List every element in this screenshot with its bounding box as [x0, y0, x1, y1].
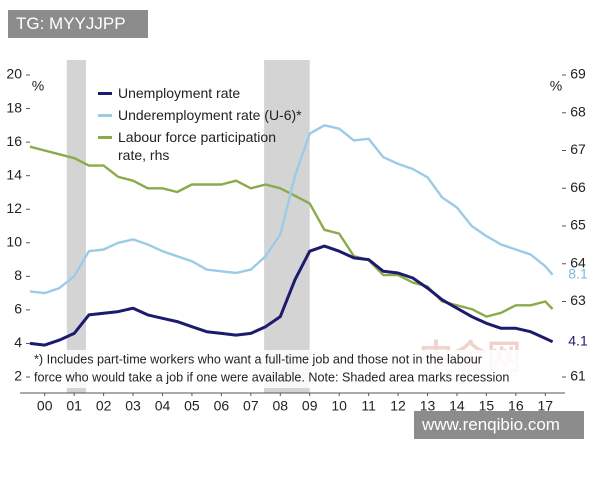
x-tick-label: 09: [302, 398, 318, 414]
x-tick-label: 00: [37, 398, 53, 414]
x-tick-label: 11: [361, 398, 376, 414]
end-label: 8.1: [568, 265, 588, 281]
x-tick-label: 05: [184, 398, 200, 414]
legend-label: Unemployment rate: [118, 85, 241, 101]
x-tick-label: 14: [449, 398, 465, 414]
x-tick-label: 15: [479, 398, 495, 414]
x-tick-label: 03: [125, 398, 141, 414]
legend-swatch: [98, 136, 112, 139]
legend: Unemployment rate Underemployment rate (U…: [98, 84, 358, 168]
y2-tick-label: 66: [570, 179, 586, 195]
x-tick-label: 06: [214, 398, 230, 414]
footnote: *) Includes part-time workers who want a…: [34, 352, 482, 366]
y-tick-label: 2: [14, 368, 22, 384]
y-tick-label: 14: [6, 166, 22, 182]
footnote-bg: [32, 350, 552, 388]
watermark-top: TG: MYYJJPP: [8, 10, 148, 38]
legend-label: Underemployment rate (U-6)*: [118, 107, 302, 123]
x-tick-label: 01: [66, 398, 82, 414]
y2-tick-label: 69: [570, 66, 586, 82]
y2-tick-label: 61: [570, 368, 586, 384]
footnote: force who would take a job if one were a…: [34, 370, 509, 384]
series-line: [29, 244, 554, 347]
x-tick-label: 08: [272, 398, 288, 414]
y-tick-label: 20: [6, 66, 22, 82]
x-tick-label: 07: [243, 398, 259, 414]
y-tick-label: 4: [14, 334, 22, 350]
y-axis-label: %: [32, 78, 44, 94]
end-label: 4.1: [568, 332, 588, 348]
y-tick-label: 18: [6, 99, 22, 115]
x-tick-label: 04: [155, 398, 171, 414]
recession-band: [264, 60, 310, 393]
recession-band: [66, 60, 86, 393]
y-tick-label: 16: [6, 133, 22, 149]
x-tick-label: 16: [508, 398, 524, 414]
y2-tick-label: 63: [570, 292, 586, 308]
watermark-bottom: www.renqibio.com: [414, 411, 584, 439]
x-tick-label: 10: [331, 398, 347, 414]
legend-swatch: [98, 92, 112, 95]
x-tick-label: 17: [537, 398, 553, 414]
legend-item: Underemployment rate (U-6)*: [98, 106, 358, 124]
y-tick-label: 6: [14, 301, 22, 317]
x-tick-label: 12: [390, 398, 406, 414]
x-tick-label: 13: [420, 398, 436, 414]
legend-label: Labour force participation rate, rhs: [118, 129, 276, 163]
y-tick-label: 8: [14, 267, 22, 283]
legend-item: Labour force participation rate, rhs: [98, 128, 358, 164]
series-line: [29, 124, 554, 295]
y-tick-label: 10: [6, 233, 22, 249]
series-line: [29, 145, 554, 318]
legend-item: Unemployment rate: [98, 84, 358, 102]
legend-swatch: [98, 114, 112, 117]
y2-tick-label: 65: [570, 217, 586, 233]
y2-tick-label: 68: [570, 103, 586, 119]
x-tick-label: 02: [96, 398, 112, 414]
y-tick-label: 12: [6, 200, 22, 216]
y2-tick-label: 64: [570, 254, 586, 270]
y2-axis-label: %: [550, 78, 562, 94]
y2-tick-label: 67: [570, 141, 586, 157]
